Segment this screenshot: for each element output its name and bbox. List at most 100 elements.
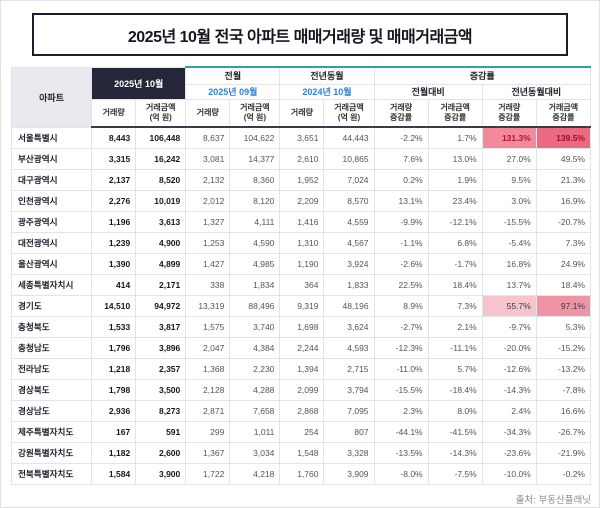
value-cell: 16,242 <box>135 147 187 170</box>
table-row: 경상북도 1,798 3,500 2,128 4,288 2,099 3,794 -15.5%… <box>10 378 592 401</box>
value-cell: 10,865 <box>323 147 375 170</box>
value-cell: 5.3% <box>535 315 592 338</box>
value-cell: 18.4% <box>427 273 483 296</box>
table-row: 전라남도 1,218 2,357 1,368 2,230 1,394 2,715 -11.0%… <box>10 357 592 380</box>
value-cell: -9.7% <box>481 315 537 338</box>
value-cell: 1,390 <box>91 252 137 275</box>
region-cell: 충청남도 <box>10 336 93 359</box>
value-cell: 6.8% <box>427 231 483 254</box>
value-cell: 13.0% <box>427 147 483 170</box>
value-cell: 104,622 <box>229 126 281 149</box>
table-body: 서울특별시 8,443 106,448 8,637 104,622 3,651 44,443… <box>10 126 592 485</box>
value-cell: 23.4% <box>427 189 483 212</box>
value-cell: 1,584 <box>91 462 137 485</box>
value-cell: 2,600 <box>135 441 187 464</box>
value-cell: 1.9% <box>427 168 483 191</box>
value-cell: 1,834 <box>229 273 281 296</box>
col-header-yoy-month: 2024년 10월 <box>279 83 375 100</box>
value-cell: 7.6% <box>373 147 429 170</box>
table-row: 광주광역시 1,196 3,613 1,327 4,111 1,416 4,559 -9.9%… <box>10 210 592 233</box>
value-cell: 1,196 <box>91 210 137 233</box>
col-header-yoy-group: 전년동월 <box>279 66 375 85</box>
table-row: 부산광역시 3,315 16,242 3,081 14,377 2,610 10,865 7.… <box>10 147 592 170</box>
region-cell: 대구광역시 <box>10 168 93 191</box>
region-cell: 세종특별자치시 <box>10 273 93 296</box>
table-row: 강원특별자치도 1,182 2,600 1,367 3,034 1,548 3,328 -13… <box>10 441 592 464</box>
value-cell: 3,651 <box>279 126 325 149</box>
value-cell: 1,698 <box>279 315 325 338</box>
value-cell: -0.2% <box>535 462 592 485</box>
value-cell: -21.9% <box>535 441 592 464</box>
value-cell: -2.2% <box>373 126 429 149</box>
value-cell: -15.5% <box>481 210 537 233</box>
region-cell: 전라남도 <box>10 357 93 380</box>
value-cell: 3,315 <box>91 147 137 170</box>
region-cell: 제주특별자치도 <box>10 420 93 443</box>
value-cell: -20.0% <box>481 336 537 359</box>
value-cell: 1,182 <box>91 441 137 464</box>
value-cell: 3,740 <box>229 315 281 338</box>
value-cell: 94,972 <box>135 294 187 317</box>
value-cell: 8,570 <box>323 189 375 212</box>
value-cell: 414 <box>91 273 137 296</box>
value-cell: 4,288 <box>229 378 281 401</box>
value-cell: -44.1% <box>373 420 429 443</box>
value-cell: -15.2% <box>535 336 592 359</box>
value-cell: 1,722 <box>185 462 231 485</box>
value-cell: 8,120 <box>229 189 281 212</box>
col-header-prev-month: 2025년 09월 <box>185 83 281 100</box>
value-cell: 2,871 <box>185 399 231 422</box>
col-header-prev-group: 전월 <box>185 66 281 85</box>
value-cell: 4,567 <box>323 231 375 254</box>
value-cell: 21.3% <box>535 168 592 191</box>
value-cell: -11.0% <box>373 357 429 380</box>
value-cell: -12.1% <box>427 210 483 233</box>
value-cell: 49.5% <box>535 147 592 170</box>
value-cell: -10.0% <box>481 462 537 485</box>
value-cell: 2,128 <box>185 378 231 401</box>
region-cell: 경상남도 <box>10 399 93 422</box>
value-cell: 8.0% <box>427 399 483 422</box>
value-cell: 13.1% <box>373 189 429 212</box>
region-cell: 경상북도 <box>10 378 93 401</box>
table-row: 대전광역시 1,239 4,900 1,253 4,590 1,310 4,567 -1.1%… <box>10 231 592 254</box>
value-cell: 2,357 <box>135 357 187 380</box>
value-cell: 3,328 <box>323 441 375 464</box>
value-cell: 24.9% <box>535 252 592 275</box>
value-cell: 27.0% <box>481 147 537 170</box>
subcol-volume: 거래량 <box>91 98 137 128</box>
value-cell: 88,496 <box>229 294 281 317</box>
value-cell: -1.1% <box>373 231 429 254</box>
subcol-volume-rate: 거래량 증감률 <box>481 98 537 128</box>
value-cell: 1,796 <box>91 336 137 359</box>
value-cell: 1,310 <box>279 231 325 254</box>
value-cell: 3,794 <box>323 378 375 401</box>
value-cell: -5.4% <box>481 231 537 254</box>
subcol-volume: 거래량 <box>185 98 231 128</box>
value-cell: 2,132 <box>185 168 231 191</box>
value-cell: 5.7% <box>427 357 483 380</box>
value-cell: 1.7% <box>427 126 483 149</box>
value-cell: 1,394 <box>279 357 325 380</box>
value-cell: 0.2% <box>373 168 429 191</box>
region-cell: 충청북도 <box>10 315 93 338</box>
value-cell: 3,613 <box>135 210 187 233</box>
value-cell: 1,416 <box>279 210 325 233</box>
value-cell: 8.9% <box>373 294 429 317</box>
value-cell: 2,099 <box>279 378 325 401</box>
value-cell: 1,011 <box>229 420 281 443</box>
value-cell: 3,896 <box>135 336 187 359</box>
value-cell: 16.6% <box>535 399 592 422</box>
subcol-amount-rate: 거래금액 증감률 <box>535 98 592 128</box>
value-cell: -14.3% <box>427 441 483 464</box>
value-cell: 2,047 <box>185 336 231 359</box>
value-cell: 8,637 <box>185 126 231 149</box>
value-cell: 167 <box>91 420 137 443</box>
value-cell: 3,909 <box>323 462 375 485</box>
value-cell: -13.5% <box>373 441 429 464</box>
value-cell: 8,443 <box>91 126 137 149</box>
value-cell: 3,624 <box>323 315 375 338</box>
col-header-current-month: 2025년 10월 <box>91 66 187 100</box>
table-row: 울산광역시 1,390 4,899 1,427 4,985 1,190 3,924 -2.6%… <box>10 252 592 275</box>
value-cell: 2,715 <box>323 357 375 380</box>
